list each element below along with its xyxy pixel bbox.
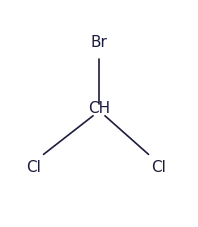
Text: CH: CH bbox=[88, 101, 110, 116]
Text: Br: Br bbox=[90, 35, 108, 50]
Text: Cl: Cl bbox=[151, 160, 166, 175]
Text: Cl: Cl bbox=[26, 160, 41, 175]
